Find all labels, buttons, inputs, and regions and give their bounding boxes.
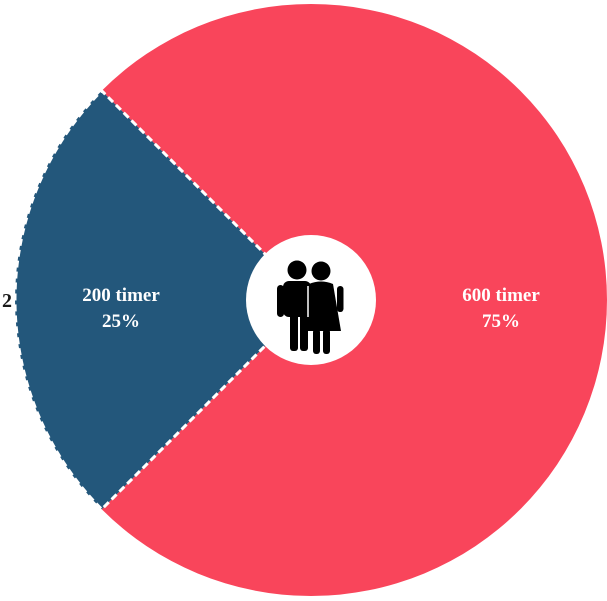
category-label-2: 2: [2, 290, 12, 312]
slice-percent-label-1: 75%: [482, 311, 520, 332]
slice-value-label-1: 600 timer: [462, 285, 540, 306]
slice-percent-label-2: 25%: [102, 311, 140, 332]
slice-value-label-2: 200 timer: [82, 285, 160, 306]
couple-icon: [277, 260, 344, 354]
pie-slice-2: [13, 88, 314, 512]
